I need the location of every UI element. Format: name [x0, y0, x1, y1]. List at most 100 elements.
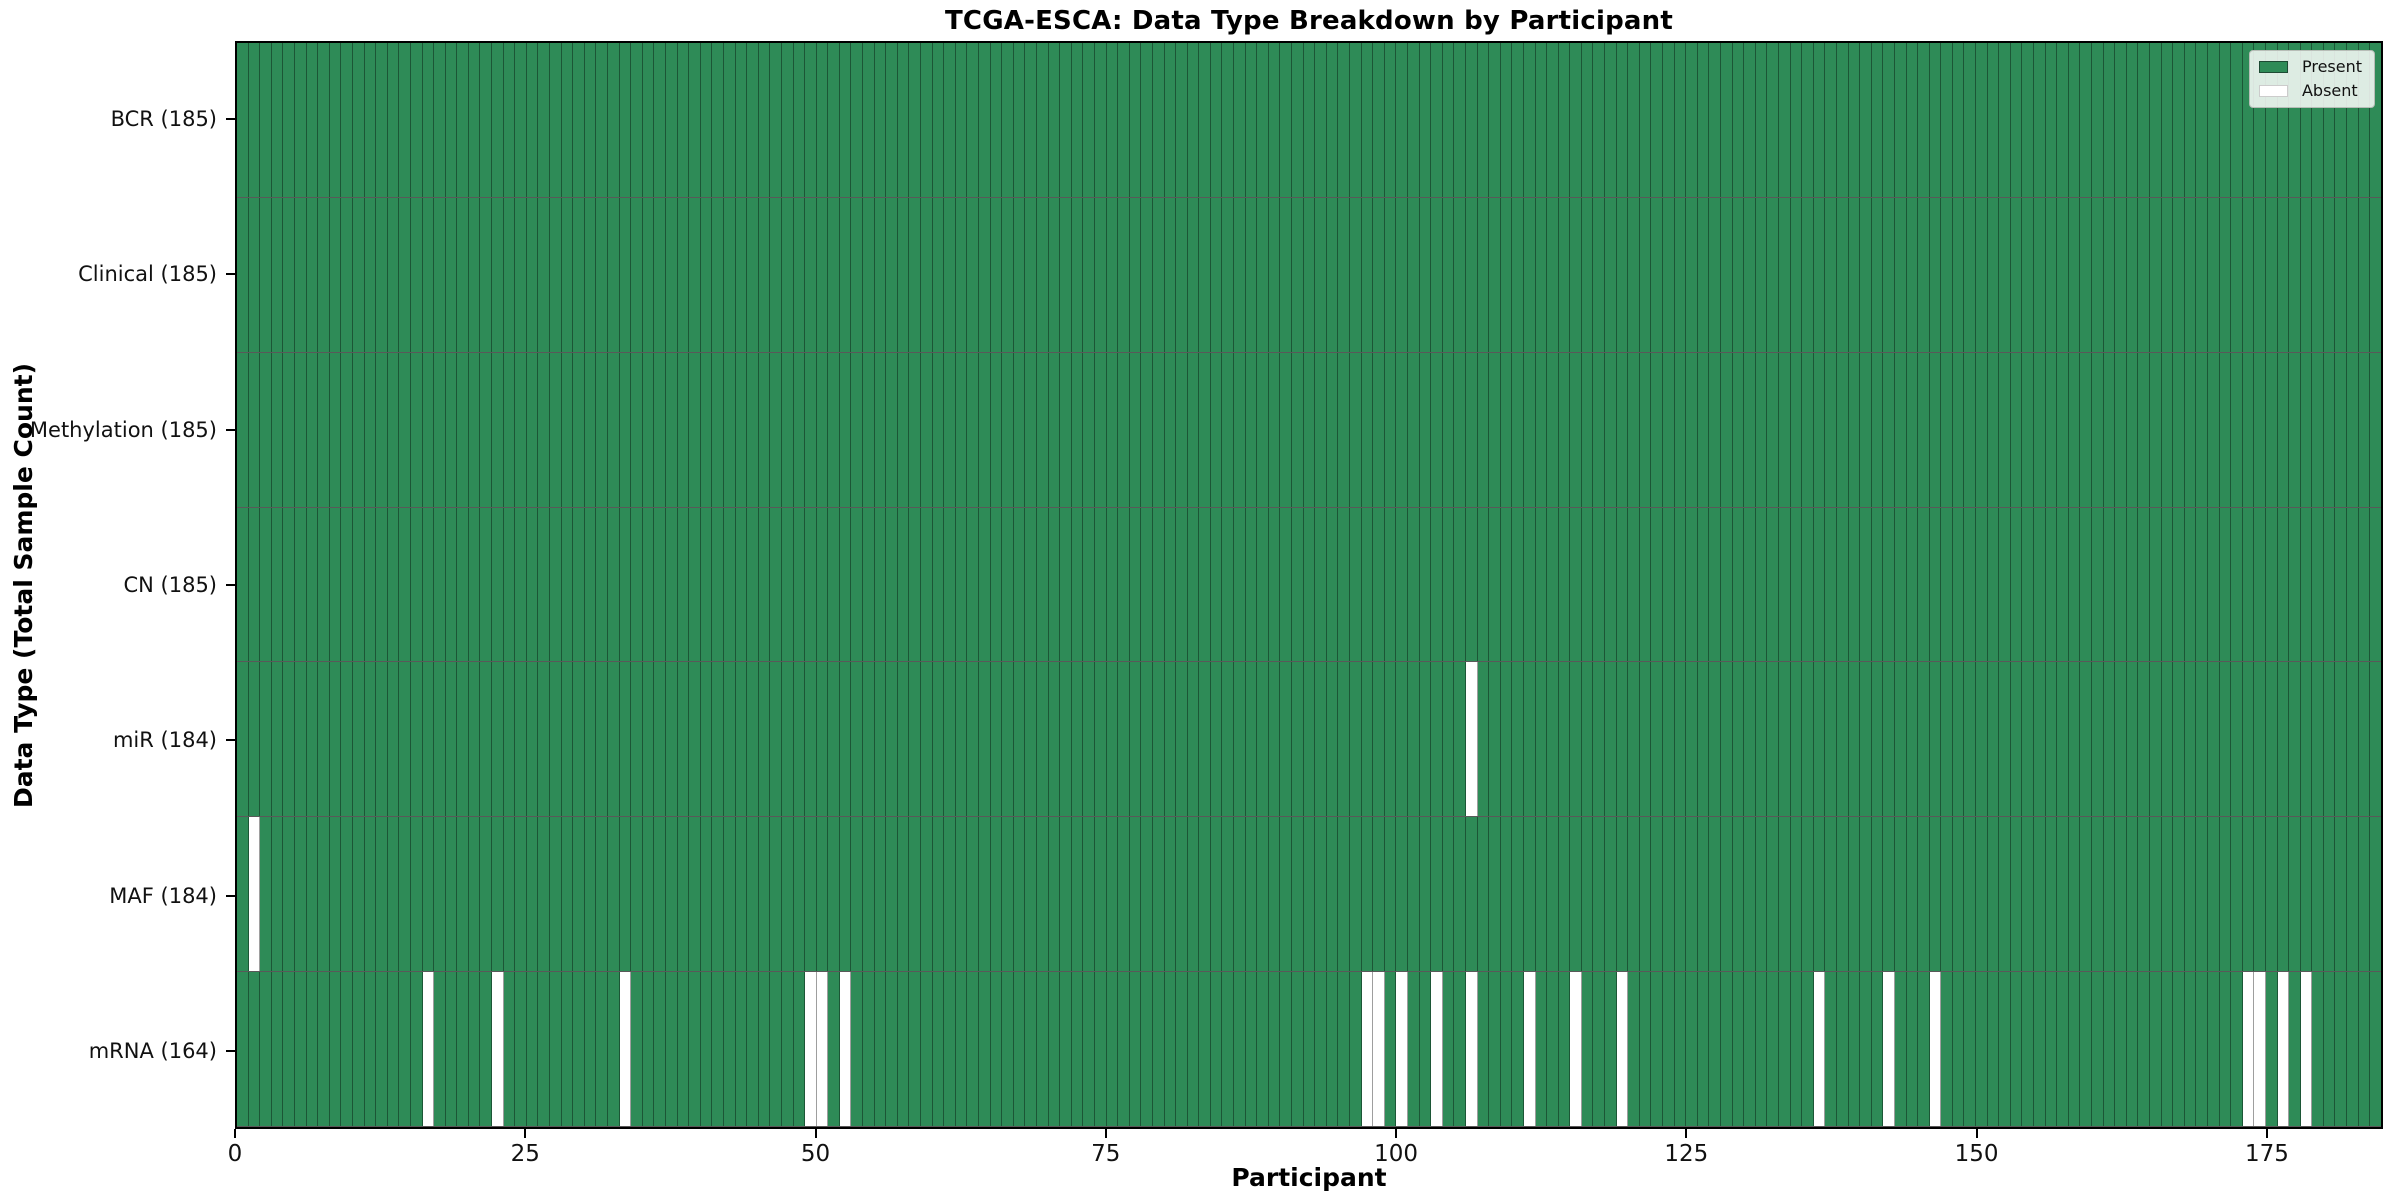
heatmap-cell [1616, 817, 1629, 972]
heatmap-cell [1292, 352, 1304, 507]
heatmap-cell [2092, 352, 2104, 507]
heatmap-cell [747, 43, 759, 197]
heatmap-cell [1396, 352, 1408, 507]
heatmap-cell [1941, 662, 1953, 817]
heatmap-cell [1176, 352, 1188, 507]
heatmap-cell [1721, 662, 1733, 817]
heatmap-cell [584, 817, 597, 972]
x-tick-label: 100 [1374, 1141, 1419, 1167]
heatmap-cell [921, 352, 933, 507]
heatmap-cell [329, 197, 342, 352]
heatmap-cell [2323, 43, 2336, 197]
heatmap-cell [1454, 507, 1466, 662]
heatmap-cell [2022, 972, 2035, 1127]
heatmap-cell [1187, 972, 1200, 1127]
heatmap-cell [631, 43, 643, 197]
heatmap-cell [1071, 352, 1084, 507]
heatmap-cell [1848, 507, 1861, 662]
heatmap-cell [1315, 507, 1327, 662]
heatmap-cell [1512, 662, 1524, 817]
heatmap-cell [1605, 43, 1617, 197]
heatmap-cell [1952, 197, 1965, 352]
heatmap-cell [1361, 817, 1374, 972]
heatmap-cell [526, 662, 539, 817]
heatmap-cell [1918, 507, 1930, 662]
heatmap-cell [1686, 43, 1698, 197]
heatmap-cell [1906, 817, 1919, 972]
heatmap-cell [457, 662, 469, 817]
heatmap-cell [1999, 197, 2011, 352]
heatmap-cell [1999, 662, 2011, 817]
heatmap-cell [1987, 972, 2000, 1127]
heatmap-cell [1257, 43, 1269, 197]
heatmap-cell [1350, 352, 1362, 507]
heatmap-cell [515, 507, 527, 662]
heatmap-cell [480, 817, 493, 972]
heatmap-cell [1152, 662, 1165, 817]
heatmap-cell [2219, 43, 2232, 197]
x-axis-label: Participant [1231, 1163, 1387, 1192]
heatmap-cell [1106, 507, 1119, 662]
heatmap-cell [2335, 972, 2348, 1127]
heatmap-cell [723, 662, 736, 817]
heatmap-cell [1118, 507, 1130, 662]
heatmap-cell [1396, 972, 1408, 1127]
heatmap-cell [1465, 662, 1478, 817]
heatmap-cell [1860, 197, 1872, 352]
heatmap-cell [1384, 972, 1397, 1127]
heatmap-cell [642, 352, 655, 507]
heatmap-cell [735, 43, 748, 197]
heatmap-cell [747, 662, 759, 817]
heatmap-cell [2242, 972, 2255, 1127]
heatmap-cell [1709, 662, 1721, 817]
heatmap-cell [341, 352, 353, 507]
y-tick-mark [226, 584, 235, 586]
heatmap-cell [1199, 817, 1211, 972]
heatmap-cell [1767, 817, 1779, 972]
heatmap-cell [1419, 662, 1432, 817]
heatmap-cell [1384, 352, 1397, 507]
heatmap-cell [1129, 662, 1142, 817]
heatmap-cell [1013, 43, 1026, 197]
heatmap-cell [1442, 43, 1455, 197]
heatmap-cell [1280, 817, 1293, 972]
heatmap-cell [2034, 43, 2046, 197]
heatmap-cell [2265, 43, 2278, 197]
heatmap-cell [2103, 662, 2116, 817]
heatmap-cell [967, 43, 979, 197]
heatmap-cell [1767, 662, 1779, 817]
heatmap-cell [1836, 197, 1849, 352]
heatmap-cell [1234, 972, 1246, 1127]
heatmap-cell [1523, 43, 1536, 197]
heatmap-cell [1894, 352, 1907, 507]
heatmap-cell [1152, 972, 1165, 1127]
heatmap-cell [1210, 817, 1223, 972]
heatmap-cell [2103, 507, 2116, 662]
heatmap-cell [2300, 972, 2313, 1127]
heatmap-cell [1802, 817, 1814, 972]
heatmap-cell [1025, 972, 1037, 1127]
heatmap-cell [1918, 662, 1930, 817]
heatmap-cell [2242, 352, 2255, 507]
heatmap-cell [1616, 972, 1629, 1127]
heatmap-cell [434, 197, 446, 352]
present-swatch-icon [2258, 60, 2288, 73]
heatmap-cell [2265, 197, 2278, 352]
heatmap-cell [1639, 43, 1652, 197]
heatmap-cell [503, 197, 516, 352]
heatmap-cell [1616, 43, 1629, 197]
heatmap-cell [1802, 43, 1814, 197]
heatmap-cell [2092, 197, 2104, 352]
heatmap-cell [329, 817, 342, 972]
heatmap-cell [329, 662, 342, 817]
heatmap-cell [2126, 972, 2139, 1127]
heatmap-cell [1535, 197, 1548, 352]
heatmap-cell [1848, 352, 1861, 507]
heatmap-cell [2242, 817, 2255, 972]
heatmap-cell [492, 507, 504, 662]
heatmap-cell [1303, 43, 1316, 197]
x-tick-mark [1395, 1129, 1398, 1138]
heatmap-cell [1755, 352, 1768, 507]
heatmap-cell [805, 662, 817, 817]
heatmap-cell [967, 817, 979, 972]
